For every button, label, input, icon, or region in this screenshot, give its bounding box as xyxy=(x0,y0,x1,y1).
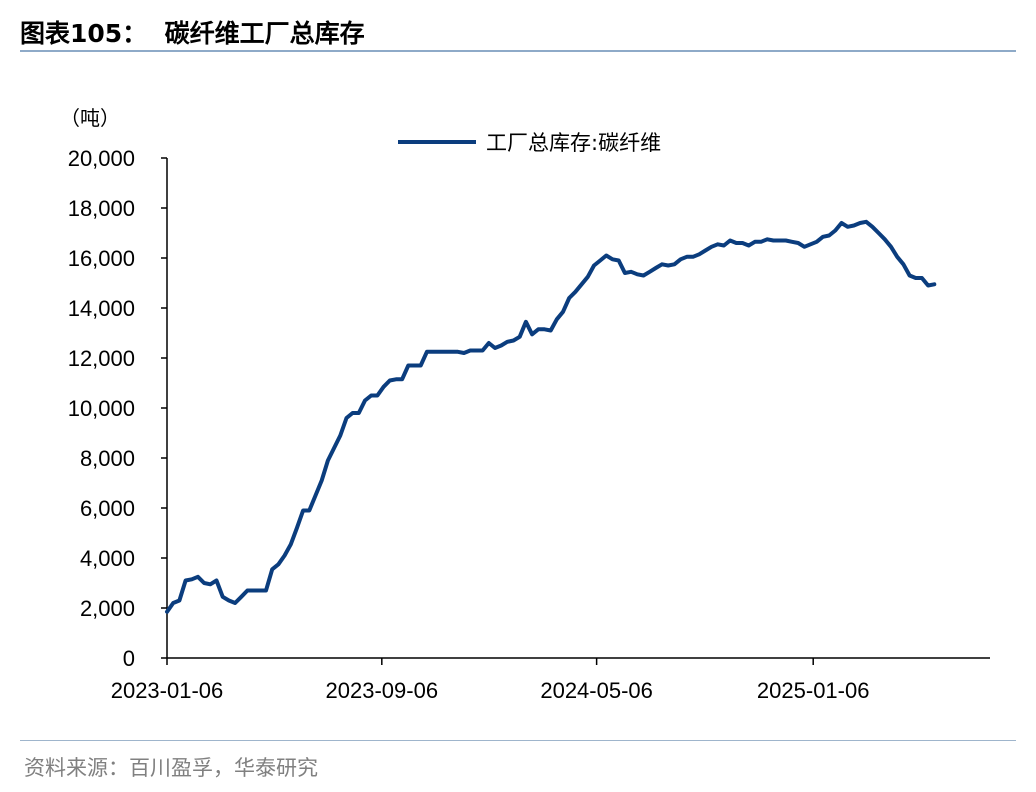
y-tick-label: 10,000 xyxy=(68,396,135,421)
figure-header: 图表105： 碳纤维工厂总库存 xyxy=(20,14,365,50)
y-tick-label: 18,000 xyxy=(68,196,135,221)
y-axis-unit-label: （吨） xyxy=(60,106,120,130)
footer-rule xyxy=(20,740,1016,741)
source-note: 资料来源：百川盈孚，华泰研究 xyxy=(24,756,318,780)
y-tick-label: 6,000 xyxy=(80,496,135,521)
y-tick-label: 16,000 xyxy=(68,246,135,271)
legend: 工厂总库存:碳纤维 xyxy=(398,131,661,155)
y-axis: 0 2,000 4,000 6,000 8,000 10,000 12,000 14,000 1… xyxy=(68,146,168,671)
figure-title: 碳纤维工厂总库存 xyxy=(164,19,365,48)
series-line xyxy=(165,219,937,614)
series-layer xyxy=(165,219,937,614)
header-rule xyxy=(20,50,1016,52)
x-tick-label: 2023-01-06 xyxy=(111,678,224,703)
x-axis: 2023-01-06 2023-09-06 2024-05-06 2025-01-06 xyxy=(111,657,990,703)
y-tick-label: 14,000 xyxy=(68,296,135,321)
x-tick-label: 2025-01-06 xyxy=(757,678,870,703)
y-tick-label: 4,000 xyxy=(80,546,135,571)
y-tick-label: 8,000 xyxy=(80,446,135,471)
y-tick-label: 2,000 xyxy=(80,596,135,621)
y-tick-label: 12,000 xyxy=(68,346,135,371)
x-tick-label: 2023-09-06 xyxy=(326,678,439,703)
figure-label: 图表105： xyxy=(20,19,148,48)
x-tick-label: 2024-05-06 xyxy=(540,678,653,703)
legend-label: 工厂总库存:碳纤维 xyxy=(486,131,661,155)
y-tick-label: 20,000 xyxy=(68,146,135,171)
y-tick-label: 0 xyxy=(123,646,135,671)
